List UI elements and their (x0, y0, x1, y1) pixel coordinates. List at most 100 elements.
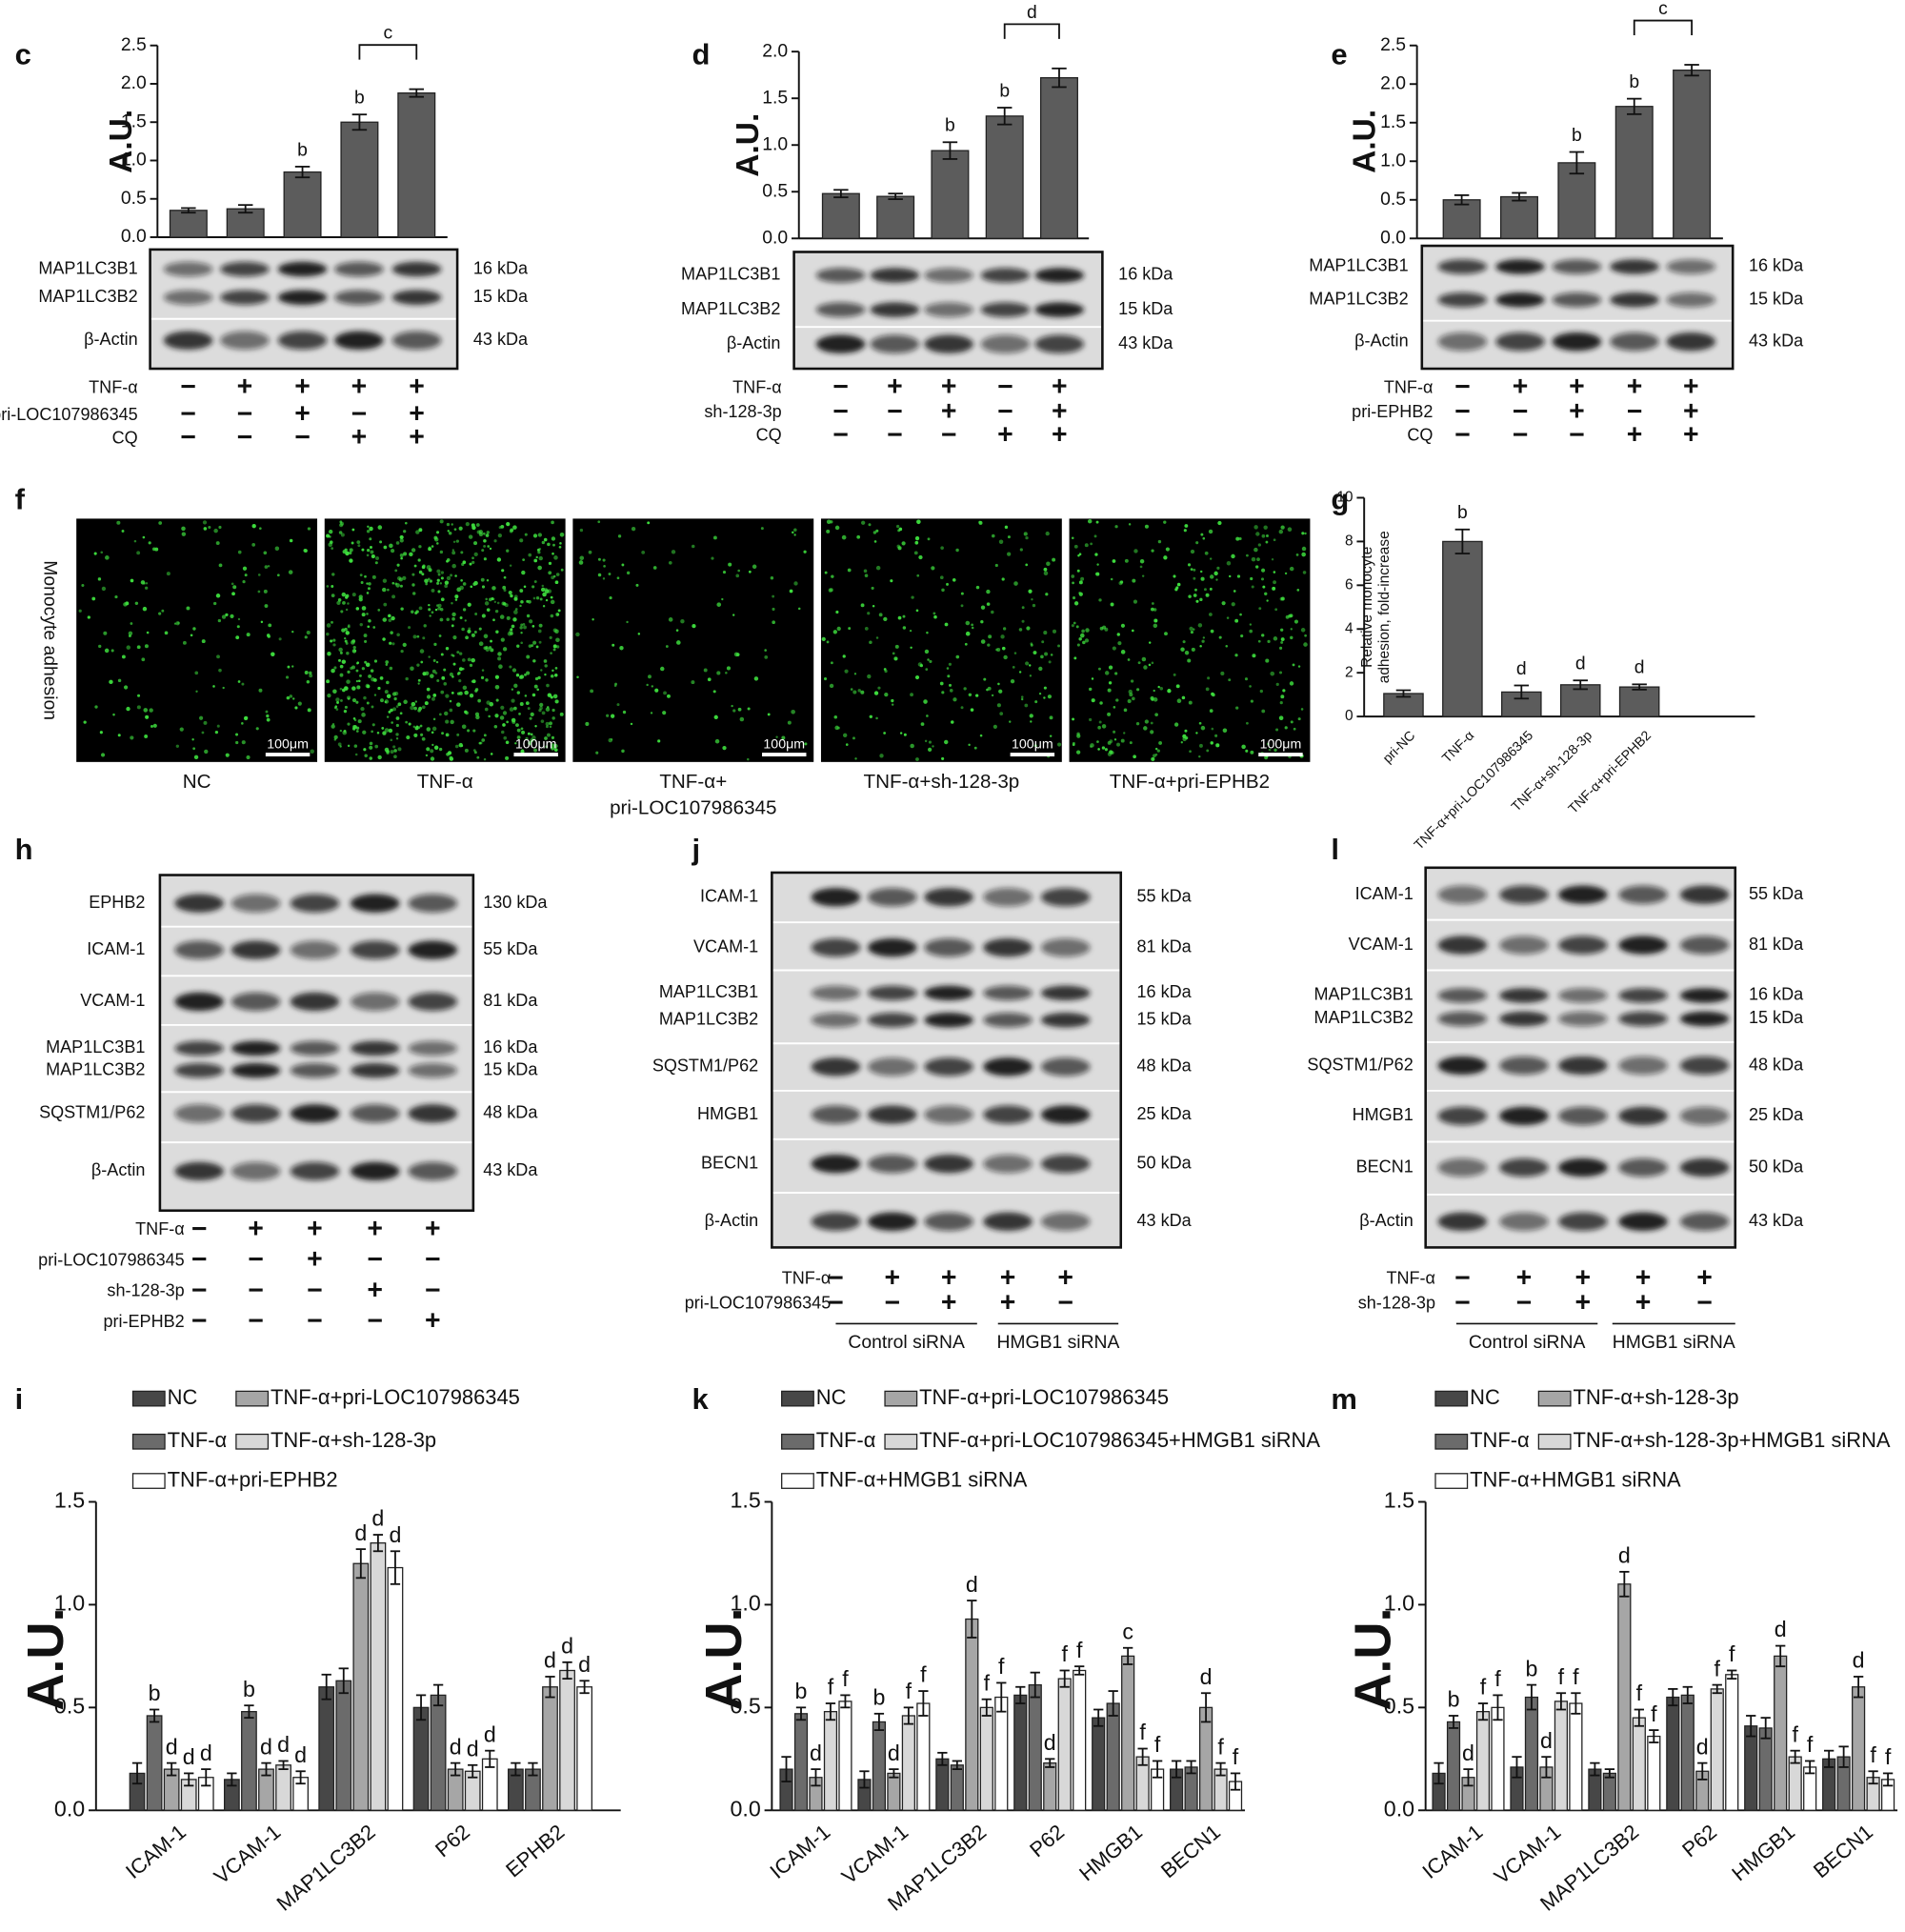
cell-dot (993, 724, 997, 729)
blot-band (231, 1161, 281, 1181)
cell-dot (385, 660, 390, 664)
cell-dot (294, 706, 298, 710)
blot-band (811, 937, 861, 957)
cell-dot (925, 668, 929, 671)
cell-dot (331, 547, 334, 551)
significance-letter: d (561, 1634, 573, 1659)
significance-letter: d (1540, 1728, 1553, 1753)
cell-dot (1215, 578, 1218, 581)
cell-dot (377, 755, 382, 760)
blot-band (277, 261, 328, 277)
cell-dot (1127, 699, 1132, 704)
significance-letter: f (828, 1675, 834, 1700)
cell-dot (267, 565, 271, 568)
blot-band (1040, 1013, 1091, 1028)
cell-dot (340, 610, 344, 614)
cell-dot (105, 555, 110, 560)
cell-dot (333, 706, 337, 710)
cell-dot (382, 731, 387, 735)
error-bar (1137, 1747, 1148, 1766)
blot-band (174, 1104, 224, 1123)
bar (397, 91, 436, 238)
cell-dot (123, 685, 129, 690)
treatment-sign: + (307, 1214, 323, 1244)
cell-dot (444, 711, 449, 716)
cell-dot (602, 558, 606, 562)
cell-dot (826, 529, 831, 533)
molecular-weight: 16 kDa (1749, 256, 1804, 275)
cell-dot (1304, 532, 1307, 535)
cell-dot (446, 558, 451, 562)
treatment-sign: + (1513, 372, 1529, 402)
cell-dot (747, 707, 751, 711)
cell-dot (91, 596, 96, 601)
cell-dot (722, 746, 727, 751)
blot-band (980, 268, 1031, 283)
cell-dot (1259, 689, 1264, 694)
cell-dot (128, 631, 133, 636)
error-bar (967, 1600, 977, 1639)
cell-dot (117, 734, 121, 737)
cell-dot (201, 731, 205, 735)
bar (1039, 76, 1078, 239)
cell-dot (1287, 527, 1293, 532)
cell-dot (371, 730, 373, 734)
cell-dot (551, 520, 554, 525)
error-bar (1760, 1717, 1771, 1740)
cell-dot (225, 613, 229, 617)
cell-dot (259, 527, 262, 530)
cell-dot (1072, 581, 1074, 585)
cell-dot (368, 582, 371, 586)
panel-label: d (692, 38, 711, 71)
cell-dot (1190, 549, 1195, 554)
y-axis-label: Relative monocyte (1359, 547, 1375, 668)
cell-dot (552, 543, 555, 547)
cell-dot (384, 728, 390, 733)
cell-dot (307, 527, 311, 531)
protein-label: SQSTM1/P62 (39, 1103, 145, 1122)
cell-dot (540, 587, 546, 593)
cell-dot (1041, 640, 1045, 644)
blot-band (231, 1104, 281, 1123)
cell-dot (1032, 603, 1036, 608)
cell-dot (553, 555, 558, 560)
cell-dot (1113, 730, 1116, 734)
y-tick-label: 1.0 (762, 133, 788, 154)
cell-dot (946, 582, 949, 586)
cell-dot (416, 663, 420, 667)
error-bar (1882, 1772, 1894, 1787)
cell-dot (747, 757, 750, 761)
cell-dot (911, 595, 914, 599)
cell-dot (547, 706, 550, 709)
cell-dot (540, 719, 545, 723)
cell-dot (175, 744, 180, 748)
cell-dot (412, 592, 416, 595)
cell-dot (716, 671, 721, 675)
cell-dot (425, 754, 429, 757)
cell-dot (1173, 722, 1179, 727)
cell-dot (525, 736, 529, 740)
cell-dot (414, 611, 418, 614)
panel-label: k (692, 1382, 710, 1416)
error-bar (1512, 1756, 1522, 1779)
cell-dot (919, 663, 924, 668)
cell-dot (1046, 561, 1051, 566)
blot-band (1618, 1011, 1668, 1027)
bar (1602, 1772, 1616, 1811)
cell-dot (476, 530, 481, 534)
cell-dot (513, 610, 518, 614)
cell-dot (507, 632, 512, 636)
cell-dot (1181, 695, 1186, 700)
cell-dot (422, 636, 426, 640)
cell-dot (621, 749, 625, 754)
molecular-weight: 25 kDa (1749, 1105, 1804, 1124)
treatment-label: CQ (112, 428, 138, 447)
treatment-sign: − (1454, 396, 1471, 427)
cell-dot (1251, 556, 1256, 562)
cell-dot (1194, 588, 1197, 592)
blot-band (391, 290, 442, 305)
cell-dot (872, 531, 877, 534)
error-bar (1853, 1676, 1864, 1699)
blot-band (350, 992, 400, 1012)
cell-dot (145, 586, 149, 590)
